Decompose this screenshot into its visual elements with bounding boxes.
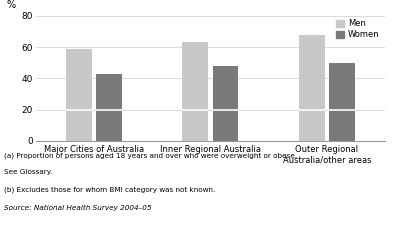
Bar — [213, 66, 238, 109]
Legend: Men, Women: Men, Women — [334, 17, 381, 41]
Bar — [66, 49, 92, 109]
Bar — [183, 42, 208, 109]
Bar — [96, 74, 122, 109]
Bar — [213, 109, 238, 141]
Bar — [183, 109, 208, 141]
Bar — [329, 63, 355, 109]
Bar — [299, 109, 324, 141]
Bar — [96, 109, 122, 141]
Bar — [66, 109, 92, 141]
Text: (b) Excludes those for whom BMI category was not known.: (b) Excludes those for whom BMI category… — [4, 186, 215, 193]
Bar — [329, 109, 355, 141]
Y-axis label: %: % — [7, 0, 16, 10]
Bar — [299, 35, 324, 109]
Text: See Glossary.: See Glossary. — [4, 169, 52, 175]
Text: Source: National Health Survey 2004–05: Source: National Health Survey 2004–05 — [4, 205, 152, 211]
Text: (a) Proportion of persons aged 18 years and over who were overweight or obese.: (a) Proportion of persons aged 18 years … — [4, 152, 297, 159]
